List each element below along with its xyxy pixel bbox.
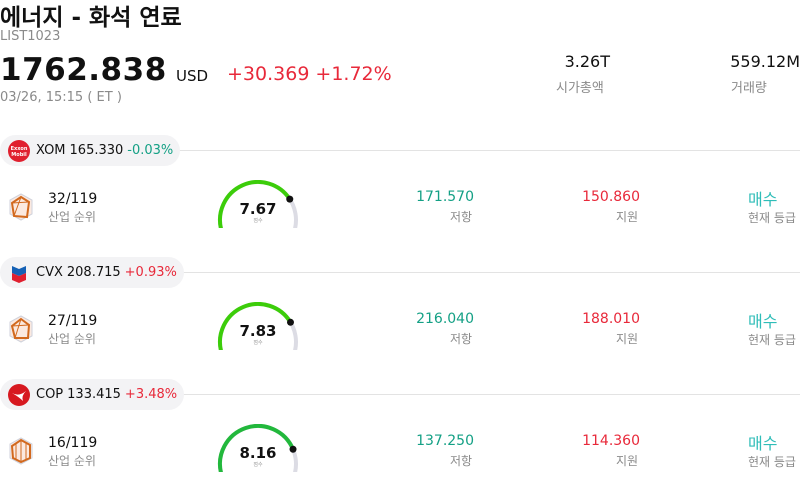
stock-price: 165.330 (69, 143, 124, 158)
industry-rank-icon (9, 437, 33, 465)
resistance-value: 171.570 (416, 189, 474, 205)
stock-row-cvx[interactable]: CVX 208.715 +0.93% 27/119 산업 순위 7.83 점수 … (0, 257, 800, 379)
resistance-value: 137.250 (416, 433, 474, 449)
industry-rank-label: 산업 순위 (48, 210, 96, 224)
divider (0, 272, 800, 273)
industry-rank-label: 산업 순위 (48, 332, 96, 346)
volume-value: 559.12M (730, 52, 800, 71)
change-value: +30.369 (227, 63, 310, 85)
score-gauge (217, 302, 298, 350)
resistance-label: 저항 (450, 210, 473, 224)
score-value: 7.83 (239, 322, 277, 340)
rating-signal[interactable]: 매수 (748, 434, 778, 453)
timestamp: 03/26, 15:15 ( ET ) (0, 90, 122, 105)
conocophillips-logo-icon (8, 383, 30, 406)
score-label: 점수 (253, 218, 263, 224)
support-label: 지원 (616, 210, 639, 224)
stock-change: +3.48% (124, 387, 178, 402)
resistance-value: 216.040 (416, 311, 474, 327)
support-value: 150.860 (582, 189, 640, 205)
change-percent: +1.72% (315, 63, 392, 85)
rating-label: 현재 등급 (748, 211, 796, 225)
stock-price: 208.715 (66, 265, 121, 280)
stock-change: +0.93% (124, 265, 177, 280)
resistance-label: 저항 (450, 332, 473, 346)
price-change: +30.369 +1.72% (227, 63, 392, 85)
market-cap-label: 시가총액 (556, 81, 604, 96)
ticker: XOM (36, 143, 66, 158)
svg-text:Exxon: Exxon (11, 146, 28, 152)
support-value: 188.010 (582, 311, 640, 327)
stock-row-cop[interactable]: COP 133.415 +3.48% 16/119 산업 순위 8.16 점수 … (0, 379, 800, 488)
divider (0, 394, 800, 395)
gauge-marker (287, 318, 294, 326)
score-value: 8.16 (239, 444, 277, 462)
exxonmobil-logo-icon: Exxon Mobil (8, 139, 30, 162)
industry-rank-label: 산업 순위 (48, 454, 96, 468)
chevron-logo-icon (8, 262, 30, 284)
stock-chip[interactable]: Exxon Mobil XOM 165.330 -0.03% (0, 135, 181, 166)
stock-chip[interactable]: COP 133.415 +3.48% (0, 379, 185, 410)
industry-rank-icon (9, 193, 33, 221)
gauge-marker (286, 195, 294, 203)
stock-price: 133.415 (67, 387, 121, 402)
divider (0, 150, 800, 151)
score-label: 점수 (253, 462, 263, 468)
list-code: LIST1023 (0, 29, 61, 44)
score-gauge (217, 180, 298, 228)
rating-signal[interactable]: 매수 (748, 312, 778, 331)
rating-signal[interactable]: 매수 (748, 190, 778, 209)
gauge-marker (289, 445, 297, 453)
score-value: 7.67 (239, 200, 277, 218)
rating-label: 현재 등급 (748, 333, 796, 347)
page-title: 에너지 - 화석 연료 (0, 5, 182, 31)
score-label: 점수 (253, 340, 263, 346)
support-label: 지원 (616, 332, 639, 346)
gauge-fill (217, 302, 293, 350)
industry-rank-icon (9, 315, 33, 343)
stock-change: -0.03% (127, 143, 174, 158)
stock-row-xom[interactable]: Exxon Mobil XOM 165.330 -0.03% 32/119 산업 … (0, 135, 800, 257)
resistance-label: 저항 (450, 454, 473, 468)
score-gauge (217, 424, 298, 472)
industry-rank: 32/119 (48, 191, 98, 207)
rating-label: 현재 등급 (748, 455, 796, 469)
industry-rank: 16/119 (48, 435, 98, 451)
svg-text:Mobil: Mobil (11, 152, 27, 158)
ticker: COP (36, 387, 64, 402)
support-label: 지원 (616, 454, 639, 468)
volume-label: 거래량 (731, 81, 767, 96)
ticker: CVX (36, 265, 63, 280)
support-value: 114.360 (582, 433, 640, 449)
stock-chip[interactable]: CVX 208.715 +0.93% (0, 257, 184, 288)
market-cap-value: 3.26T (564, 52, 610, 71)
index-price: 1762.838 (0, 52, 167, 88)
industry-rank: 27/119 (48, 313, 98, 329)
currency-label: USD (176, 67, 209, 85)
gauge-fill (217, 424, 295, 472)
gauge-fill (217, 180, 292, 228)
